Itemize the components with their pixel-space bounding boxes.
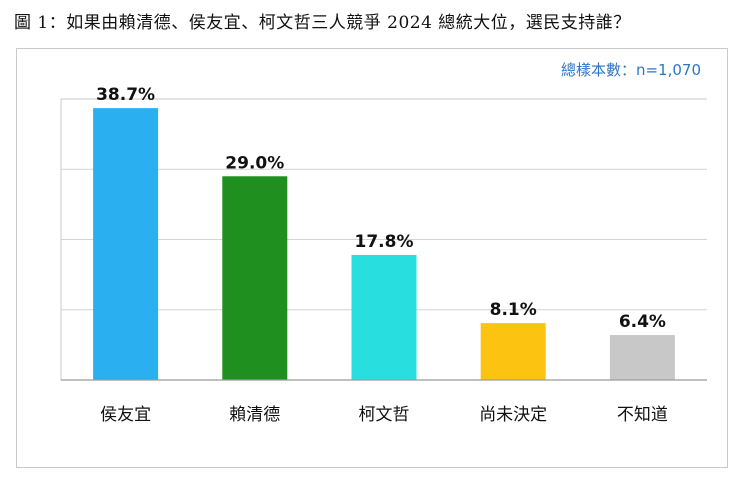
bar-1 <box>93 108 159 380</box>
bar-3 <box>351 254 417 380</box>
data-label-5: 6.4% <box>619 312 666 332</box>
chart-frame: 總樣本數：n=1,070 38.7% 侯友宜 29.0% 賴清德 17.8% 柯文哲 8.1… <box>16 48 728 468</box>
x-tick-label-1: 侯友宜 <box>100 405 151 425</box>
bar-chart: 38.7% 侯友宜 29.0% 賴清德 17.8% 柯文哲 8.1% 尚未決定 6.4% 不知道 <box>60 85 707 425</box>
figure-title: 圖 1：如果由賴清德、侯友宜、柯文哲三人競爭 2024 總統大位，選民支持誰？ <box>14 13 631 33</box>
data-label-4: 8.1% <box>490 300 537 320</box>
x-tick-label-2: 賴清德 <box>229 405 280 425</box>
bar-5 <box>609 335 675 380</box>
sample-size-label: 總樣本數：n=1,070 <box>560 61 701 79</box>
x-tick-label-4: 尚未決定 <box>479 405 547 425</box>
bar-2 <box>222 176 288 380</box>
bar-4 <box>480 323 546 380</box>
data-label-3: 17.8% <box>355 232 414 252</box>
x-tick-label-3: 柯文哲 <box>359 405 410 425</box>
data-label-2: 29.0% <box>225 153 284 173</box>
data-label-1: 38.7% <box>96 85 155 105</box>
x-tick-label-5: 不知道 <box>617 405 668 425</box>
